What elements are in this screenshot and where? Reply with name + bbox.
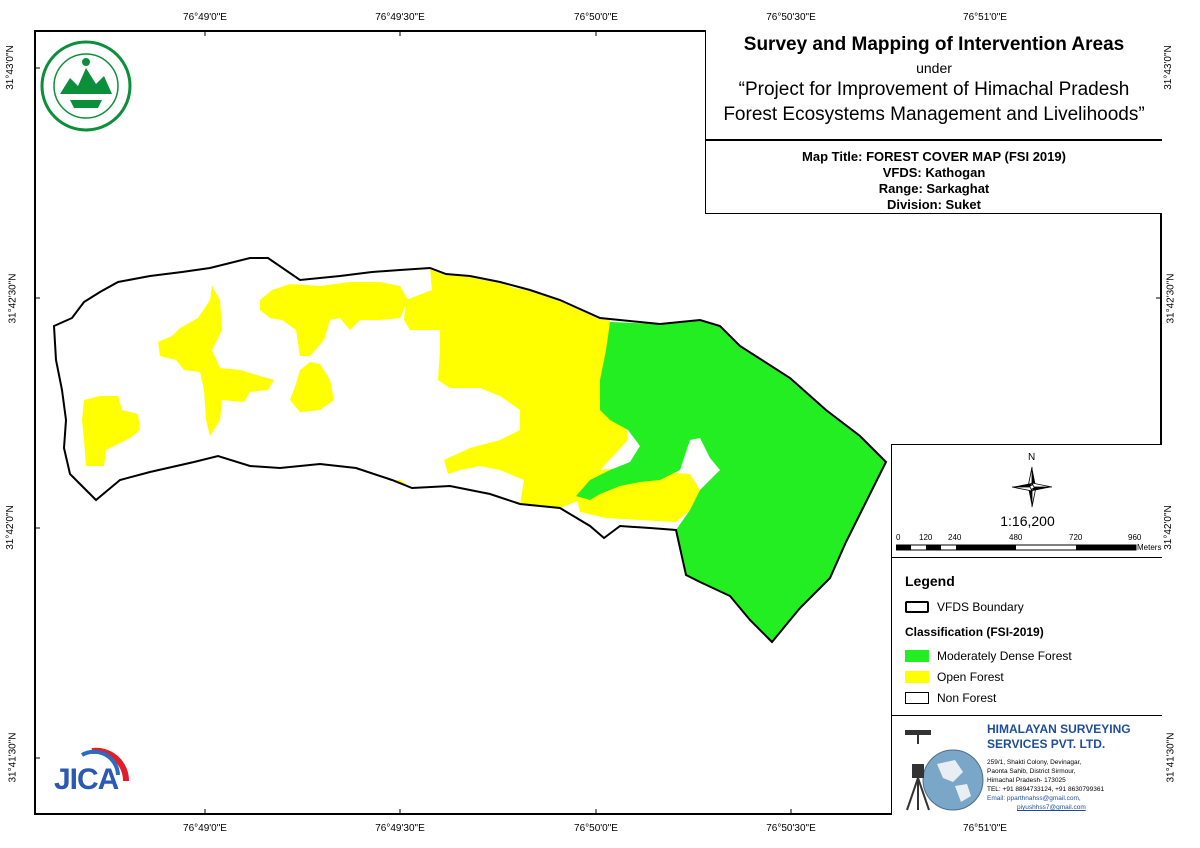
under-text: under: [916, 60, 952, 76]
north-arrow-icon: [1011, 466, 1053, 508]
lon-label-bottom: 76°50'30"E: [766, 823, 816, 834]
scale-tick: 480: [1009, 533, 1023, 542]
classification-title: Classification (FSI-2019): [905, 625, 1044, 639]
nf-swatch: [905, 692, 929, 704]
forest-classes: [54, 258, 886, 642]
scale-ratio: 1:16,200: [1000, 513, 1055, 529]
lon-label-top: 76°49'30"E: [375, 12, 425, 23]
address-line1: 259/1, Shakti Colony, Devinagar,: [987, 759, 1082, 766]
address-line2: Paonta Sahib, District Sirmour,: [987, 768, 1076, 775]
vfds-name: VFDS: Kathogan: [882, 165, 986, 180]
email-line2[interactable]: piyushhss7@gmail.com: [1017, 804, 1086, 811]
map-title: Map Title: FOREST COVER MAP (FSI 2019): [802, 149, 1066, 164]
map-frame: [34, 30, 1162, 815]
legend-item: Non Forest: [905, 691, 996, 705]
open-forest-area: [82, 268, 752, 522]
address-line3: Himachal Pradesh- 173025: [987, 777, 1066, 784]
legend-item-label: Non Forest: [937, 691, 997, 705]
jica-logo: JICA: [52, 745, 132, 805]
legend: Legend VFDS Boundary Classification (FSI…: [891, 557, 1162, 715]
legend-item-label: Moderately Dense Forest: [937, 649, 1072, 663]
division-name: Division: Suket: [887, 197, 981, 212]
map-main-title: Survey and Mapping of Intervention Areas: [743, 34, 1125, 55]
boundary-swatch: [905, 601, 929, 613]
scale-tick: 0: [896, 533, 901, 542]
map-info-box: Map Title: FOREST COVER MAP (FSI 2019) V…: [705, 140, 1162, 214]
project-line-1: “Project for Improvement of Himachal Pra…: [738, 79, 1130, 100]
legend-item: Open Forest: [905, 670, 1004, 684]
lon-label-bottom: 76°49'0"E: [183, 823, 227, 834]
legend-item-label: Open Forest: [937, 670, 1004, 684]
legend-boundary-label: VFDS Boundary: [937, 600, 1024, 614]
company-name: HIMALAYAN SURVEYING SERVICES PVT. LTD.: [987, 722, 1131, 752]
side-panel: N 1:16,200 0 120 240 480 720 960 Meters: [891, 444, 1162, 815]
lon-label-top: 76°49'0"E: [183, 12, 227, 23]
scale-unit: Meters: [1137, 543, 1162, 552]
company-name-line2: SERVICES PVT. LTD.: [987, 737, 1106, 751]
lon-label-bottom: 76°51'0"E: [963, 823, 1007, 834]
company-name-line1: HIMALAYAN SURVEYING: [987, 722, 1131, 736]
email-line1[interactable]: Email: pparthnahss@gmail.com,: [987, 795, 1081, 802]
lon-label-top: 76°51'0"E: [963, 12, 1007, 23]
hp-forest-dept-logo: [40, 40, 132, 132]
lon-label-bottom: 76°49'30"E: [375, 823, 425, 834]
lon-label-bottom: 76°50'0"E: [574, 823, 618, 834]
vfds-boundary-line: [52, 257, 888, 644]
of-swatch: [905, 671, 929, 683]
title-box: Survey and Mapping of Intervention Areas…: [705, 30, 1162, 140]
legend-title: Legend: [905, 573, 955, 589]
range-name: Range: Sarkaghat: [878, 181, 990, 196]
mdf-swatch: [905, 650, 929, 662]
lon-label-top: 76°50'30"E: [766, 12, 816, 23]
scale-tick: 240: [948, 533, 962, 542]
scale-bar: [896, 544, 1137, 551]
legend-item: Moderately Dense Forest: [905, 649, 1072, 663]
legend-boundary-item: VFDS Boundary: [905, 600, 1024, 614]
jica-text: JICA: [54, 763, 119, 796]
company-box: HIMALAYAN SURVEYING SERVICES PVT. LTD. 2…: [891, 715, 1162, 815]
lon-label-top: 76°50'0"E: [574, 12, 618, 23]
company-address: 259/1, Shakti Colony, Devinagar, Paonta …: [987, 758, 1104, 812]
moderately-dense-forest-area: [576, 320, 886, 642]
surveying-logo-icon: [905, 730, 984, 811]
north-label: N: [1028, 452, 1036, 463]
jica-swoosh-icon: [81, 747, 130, 782]
scale-tick: 960: [1128, 533, 1142, 542]
scale-tick: 120: [919, 533, 933, 542]
scale-tick: 720: [1069, 533, 1083, 542]
project-line-2: Forest Ecosystems Management and Livelih…: [723, 104, 1145, 125]
telephone: TEL: +91 8894733124, +91 8630799361: [987, 786, 1105, 793]
